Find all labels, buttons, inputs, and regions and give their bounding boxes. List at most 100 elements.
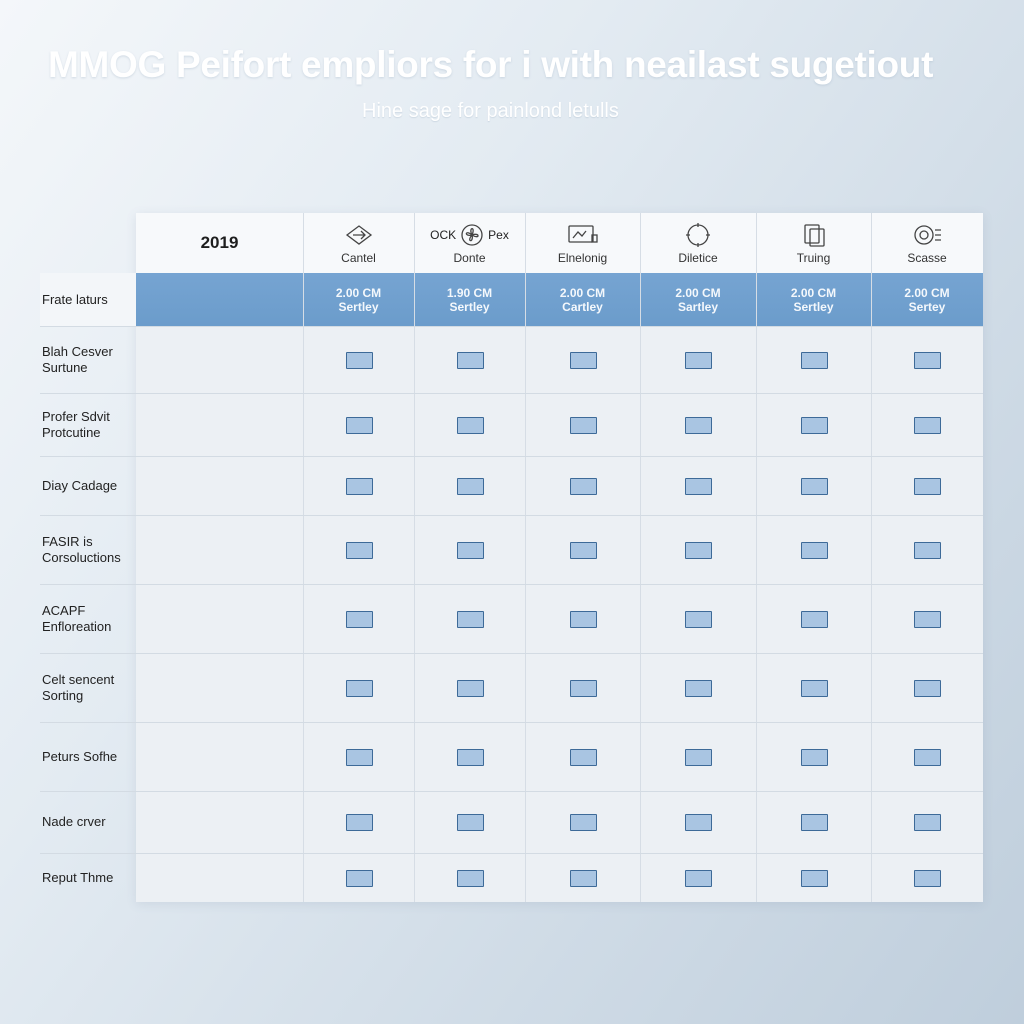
feature-checkbox[interactable] bbox=[569, 351, 597, 369]
feature-checkbox[interactable] bbox=[569, 679, 597, 697]
column-icon-suffix: Pex bbox=[488, 228, 509, 242]
plan-price: 2.00 CM Sartley bbox=[640, 273, 756, 326]
row-label-line1: FASIR is bbox=[42, 533, 93, 549]
plan-price: 2.00 CM Sertley bbox=[756, 273, 871, 326]
feature-checkbox[interactable] bbox=[685, 814, 712, 831]
feature-checkbox[interactable] bbox=[685, 351, 712, 369]
column-header-cantel[interactable]: Cantel bbox=[303, 213, 414, 273]
column-divider bbox=[756, 213, 757, 902]
row-label: Reput Thme bbox=[42, 853, 136, 902]
column-divider bbox=[414, 213, 415, 902]
page-title: MMOG Peifort empliors for i with neailas… bbox=[48, 44, 934, 85]
column-divider bbox=[640, 213, 641, 902]
price-note: Cartley bbox=[562, 299, 603, 314]
feature-checkbox[interactable] bbox=[685, 541, 712, 559]
feature-checkbox[interactable] bbox=[456, 416, 484, 434]
plan-price: 2.00 CM Sertley bbox=[303, 273, 414, 326]
price-amount: 2.00 CM bbox=[335, 285, 382, 300]
feature-checkbox[interactable] bbox=[345, 541, 373, 559]
feature-checkbox[interactable] bbox=[569, 541, 597, 559]
feature-checkbox[interactable] bbox=[800, 869, 828, 887]
feature-checkbox[interactable] bbox=[800, 814, 828, 831]
price-note: Sertley bbox=[338, 299, 379, 314]
year-label: 2019 bbox=[200, 233, 239, 252]
row-label: Nade crver bbox=[42, 791, 136, 853]
price-amount: 2.00 CM bbox=[675, 285, 721, 300]
feature-checkbox[interactable] bbox=[800, 679, 828, 697]
feature-checkbox[interactable] bbox=[345, 748, 373, 766]
feature-checkbox[interactable] bbox=[800, 416, 828, 434]
feature-checkbox[interactable] bbox=[685, 610, 712, 628]
price-note: Sertey bbox=[908, 299, 946, 314]
row-divider bbox=[40, 326, 983, 327]
feature-checkbox[interactable] bbox=[456, 748, 484, 766]
column-label: Diletice bbox=[678, 251, 718, 265]
diamond-arrow-icon bbox=[345, 225, 372, 245]
column-header-diletice[interactable]: Diletice bbox=[640, 213, 756, 273]
feature-checkbox[interactable] bbox=[569, 869, 597, 887]
price-amount: 2.00 CM bbox=[559, 285, 606, 300]
feature-checkbox[interactable] bbox=[569, 814, 597, 831]
feature-checkbox[interactable] bbox=[569, 477, 597, 495]
feature-checkbox[interactable] bbox=[456, 351, 484, 369]
feature-checkbox[interactable] bbox=[800, 748, 828, 766]
column-label: Elnelonig bbox=[557, 251, 608, 265]
price-note: Sartley bbox=[677, 299, 719, 314]
feature-checkbox[interactable] bbox=[914, 477, 941, 495]
row-label: ACAPF Enfloreation bbox=[42, 584, 136, 653]
feature-checkbox[interactable] bbox=[685, 869, 712, 887]
circle-arrows-icon bbox=[686, 223, 710, 247]
plan-price: 2.00 CM Cartley bbox=[525, 273, 640, 326]
feature-checkbox[interactable] bbox=[914, 814, 941, 831]
feature-checkbox[interactable] bbox=[456, 541, 484, 559]
price-band-label-cell bbox=[40, 273, 136, 326]
column-header-scasse[interactable]: Scasse bbox=[871, 213, 983, 273]
column-header-donte[interactable]: OCK Pex Donte bbox=[414, 213, 525, 273]
feature-checkbox[interactable] bbox=[914, 869, 941, 887]
row-label-line2: Sorting bbox=[42, 687, 84, 703]
column-label: Donte bbox=[453, 251, 486, 265]
feature-checkbox[interactable] bbox=[345, 814, 373, 831]
row-label: Celt sencent Sorting bbox=[42, 653, 136, 722]
column-divider bbox=[871, 213, 872, 902]
column-icon-prefix: OCK bbox=[430, 228, 457, 242]
feature-checkbox[interactable] bbox=[569, 610, 597, 628]
feature-checkbox[interactable] bbox=[800, 351, 828, 369]
feature-checkbox[interactable] bbox=[456, 869, 484, 887]
feature-checkbox[interactable] bbox=[345, 869, 373, 887]
feature-checkbox[interactable] bbox=[456, 610, 484, 628]
row-label-text: Frate laturs bbox=[42, 291, 108, 307]
feature-checkbox[interactable] bbox=[456, 679, 484, 697]
feature-checkbox[interactable] bbox=[345, 416, 373, 434]
feature-checkbox[interactable] bbox=[914, 416, 941, 434]
row-label-line2: Surtune bbox=[42, 359, 88, 375]
feature-checkbox[interactable] bbox=[456, 477, 484, 495]
feature-checkbox[interactable] bbox=[685, 679, 712, 697]
row-divider bbox=[40, 515, 983, 516]
feature-checkbox[interactable] bbox=[914, 351, 941, 369]
feature-checkbox[interactable] bbox=[569, 416, 597, 434]
column-header-truing[interactable]: Truing bbox=[756, 213, 871, 273]
feature-checkbox[interactable] bbox=[914, 541, 941, 559]
price-amount: 1.90 CM bbox=[446, 285, 493, 300]
column-header-elnelonig[interactable]: Elnelonig bbox=[525, 213, 640, 273]
feature-checkbox[interactable] bbox=[800, 610, 828, 628]
feature-checkbox[interactable] bbox=[685, 477, 712, 495]
row-label-line1: Celt sencent bbox=[42, 671, 115, 687]
feature-checkbox[interactable] bbox=[800, 477, 828, 495]
feature-checkbox[interactable] bbox=[914, 748, 941, 766]
feature-checkbox[interactable] bbox=[569, 748, 597, 766]
row-divider bbox=[40, 853, 983, 854]
feature-checkbox[interactable] bbox=[345, 679, 373, 697]
row-label-line1: Profer Sdvit bbox=[42, 408, 110, 424]
feature-checkbox[interactable] bbox=[800, 541, 828, 559]
feature-checkbox[interactable] bbox=[456, 814, 484, 831]
feature-checkbox[interactable] bbox=[345, 477, 373, 495]
row-label-line1: Peturs Sofhe bbox=[42, 748, 118, 764]
feature-checkbox[interactable] bbox=[914, 610, 941, 628]
feature-checkbox[interactable] bbox=[345, 351, 373, 369]
feature-checkbox[interactable] bbox=[685, 748, 712, 766]
feature-checkbox[interactable] bbox=[685, 416, 712, 434]
feature-checkbox[interactable] bbox=[914, 679, 941, 697]
feature-checkbox[interactable] bbox=[345, 610, 373, 628]
